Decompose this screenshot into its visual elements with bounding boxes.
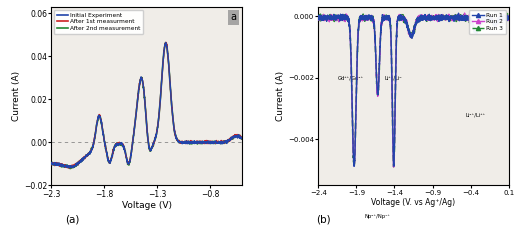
Text: (b): (b) — [317, 214, 331, 224]
Text: Li²⁺/Li³⁺: Li²⁺/Li³⁺ — [466, 112, 486, 117]
Text: b: b — [497, 12, 503, 22]
Text: Gd³⁺/Gd²⁺: Gd³⁺/Gd²⁺ — [338, 75, 364, 80]
Legend: Initial Experiment, After 1st measurment, After 2nd measurement: Initial Experiment, After 1st measurment… — [54, 10, 143, 34]
Text: (a): (a) — [65, 214, 79, 224]
Legend: Run 1, Run 2, Run 3: Run 1, Run 2, Run 3 — [469, 10, 506, 34]
X-axis label: Voltage (V. vs Ag⁺/Ag): Voltage (V. vs Ag⁺/Ag) — [372, 199, 455, 207]
Y-axis label: Current (A): Current (A) — [12, 71, 21, 121]
X-axis label: Voltage (V): Voltage (V) — [122, 202, 172, 210]
Y-axis label: Current (A): Current (A) — [277, 71, 285, 121]
Text: Np²⁺/Np¹⁺: Np²⁺/Np¹⁺ — [364, 214, 390, 219]
Text: a: a — [230, 12, 236, 22]
Text: Li³⁺/Li⁰: Li³⁺/Li⁰ — [385, 75, 402, 80]
